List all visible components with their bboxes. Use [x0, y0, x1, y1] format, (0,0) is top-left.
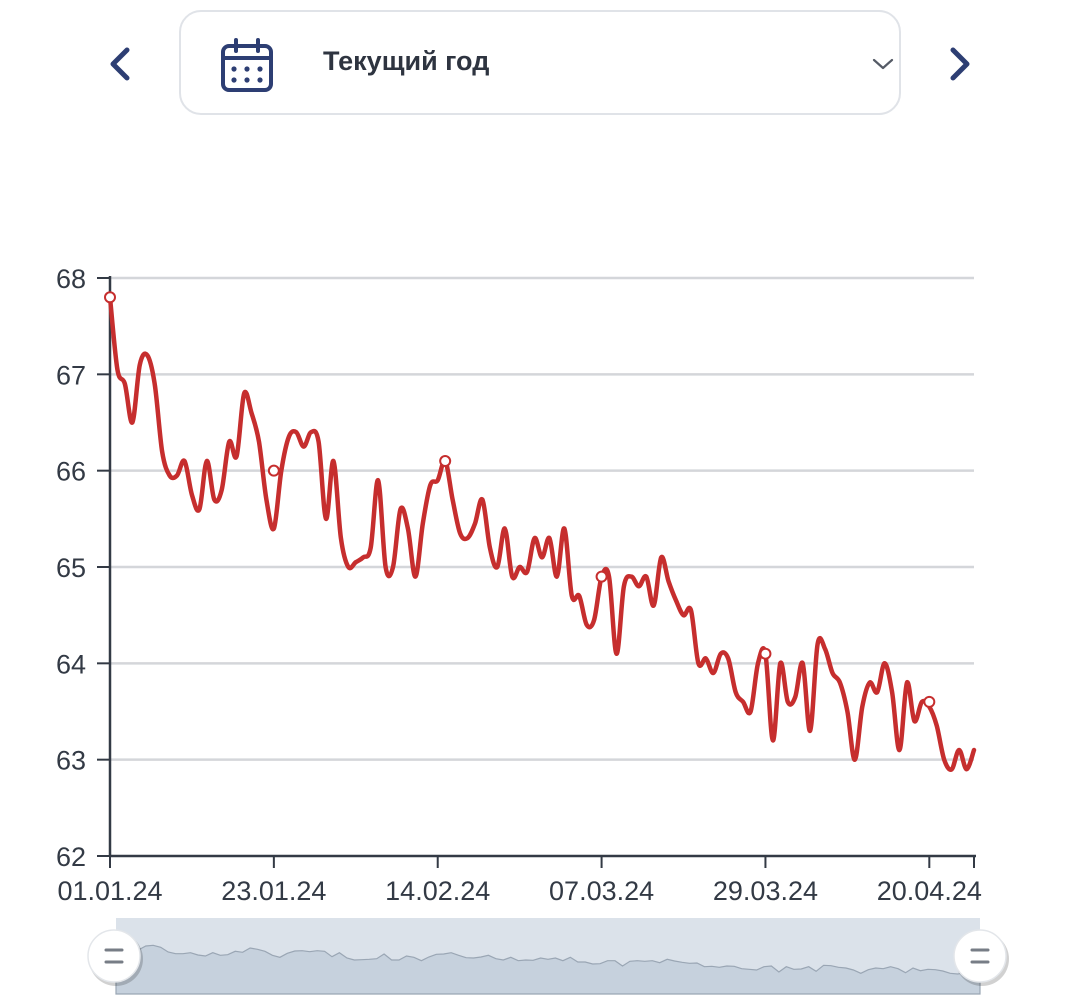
- data-point-marker: [595, 570, 608, 583]
- axes: 62 63 64 65 66 67 68 01.01.24 23.01.24 14.02.24 07…: [56, 264, 982, 906]
- x-tick-label: 07.03.24: [549, 876, 654, 906]
- range-slider[interactable]: [87, 918, 1009, 995]
- drag-handle-icon: [970, 948, 990, 964]
- chevron-right-icon: [950, 47, 970, 81]
- chevron-left-icon: [110, 47, 130, 81]
- chevron-down-icon: [872, 58, 894, 70]
- period-label: Текущий год: [323, 46, 490, 76]
- range-slider-handle-right[interactable]: [953, 929, 1009, 986]
- y-tick-label: 68: [56, 264, 86, 294]
- y-tick-label: 67: [56, 360, 86, 390]
- data-point-marker: [267, 464, 280, 477]
- x-tick-label: 01.01.24: [57, 876, 162, 906]
- slider-overview-area: [115, 940, 981, 995]
- y-tick-label: 62: [56, 842, 86, 872]
- range-slider-handle-left[interactable]: [87, 929, 143, 986]
- y-tick-label: 64: [56, 649, 86, 679]
- x-tick-label: 23.01.24: [221, 876, 326, 906]
- data-point-marker: [923, 695, 936, 708]
- handle-knob: [87, 929, 141, 983]
- x-tick-label: 29.03.24: [713, 876, 818, 906]
- series-line: [107, 295, 977, 772]
- series-line-group: [104, 291, 977, 772]
- calendar-icon: [221, 38, 273, 92]
- data-point-marker: [759, 647, 772, 660]
- handle-knob: [953, 929, 1007, 983]
- grid-lines: [110, 276, 974, 761]
- y-tick-label: 63: [56, 746, 86, 776]
- x-tick-label: 14.02.24: [385, 876, 490, 906]
- y-tick-label: 65: [56, 553, 86, 583]
- next-period-button[interactable]: [930, 36, 990, 92]
- x-tick-label: 20.04.24: [877, 876, 982, 906]
- prev-period-button[interactable]: [90, 36, 150, 92]
- y-tick-label: 66: [56, 457, 86, 487]
- drag-handle-icon: [104, 948, 124, 964]
- period-selector[interactable]: Текущий год: [179, 10, 901, 115]
- data-point-marker: [104, 291, 116, 304]
- data-point-marker: [439, 455, 452, 468]
